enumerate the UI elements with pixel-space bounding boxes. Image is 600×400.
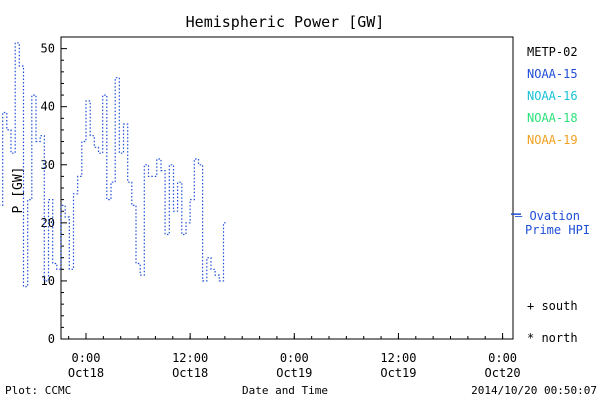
legend: METP-02 NOAA-15 NOAA-16 NOAA-18 NOAA-19 [527, 45, 578, 147]
x-tick-date-1: Oct18 [68, 366, 104, 380]
footer-timestamp: 2014/10/20 00:50:07 [471, 384, 597, 397]
x-tick-date-2: Oct18 [172, 366, 208, 380]
y-tick-label-0: 0 [48, 332, 55, 346]
plot-frame [60, 36, 514, 340]
ovation-label-line1: — Ovation [515, 209, 580, 223]
y-tick-label-40: 40 [41, 100, 55, 114]
footer-credit: Plot: CCMC [5, 384, 71, 397]
y-tick-label-20: 20 [41, 216, 55, 230]
north-marker-label: * north [527, 331, 578, 345]
legend-noaa-16: NOAA-16 [527, 89, 578, 103]
ovation-label-line2: Prime HPI [525, 223, 590, 237]
y-axis-label: P [GW] [11, 167, 26, 214]
x-tick-date-5: Oct20 [485, 366, 521, 380]
x-tick-time-1: 0:00 [72, 351, 101, 365]
series-line-noaa-15 [0, 42, 228, 288]
x-tick-date-4: Oct19 [380, 366, 416, 380]
legend-noaa-15: NOAA-15 [527, 67, 578, 81]
legend-noaa-19: NOAA-19 [527, 133, 578, 147]
x-axis-ticks: 12:00Oct170:00Oct1812:00Oct180:00Oct1912… [68, 333, 521, 380]
y-tick-label-50: 50 [41, 42, 55, 56]
x-tick-time-5: 0:00 [488, 351, 517, 365]
data-series [0, 42, 228, 288]
chart-title: Hemispheric Power [GW] [186, 13, 385, 31]
y-tick-label-10: 10 [41, 274, 55, 288]
x-axis-label: Date and Time [242, 384, 328, 397]
legend-metp-02: METP-02 [527, 45, 578, 59]
x-tick-time-4: 12:00 [380, 351, 416, 365]
x-tick-time-2: 12:00 [172, 351, 208, 365]
x-tick-time-3: 0:00 [280, 351, 309, 365]
y-tick-label-30: 30 [41, 158, 55, 172]
south-marker-label: + south [527, 299, 578, 313]
legend-noaa-18: NOAA-18 [527, 111, 578, 125]
x-tick-date-3: Oct19 [276, 366, 312, 380]
